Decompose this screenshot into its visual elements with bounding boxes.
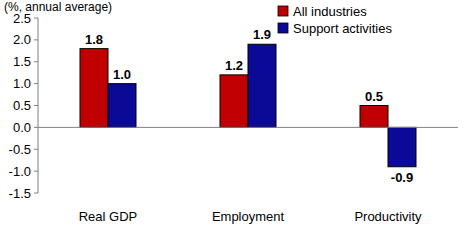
legend-swatch [278, 23, 288, 33]
y-tick [34, 127, 38, 128]
bars [80, 44, 416, 167]
chart-svg: (%, annual average)-1.5-1.0-0.50.00.51.0… [0, 0, 465, 232]
legend-swatch [278, 6, 288, 16]
bar [220, 75, 248, 128]
chart-root: (%, annual average)-1.5-1.0-0.50.00.51.0… [0, 0, 465, 232]
y-tick-label: -0.5 [9, 142, 31, 157]
y-tick-label: 0.5 [13, 98, 31, 113]
bar [388, 127, 416, 166]
y-tick-label: -1.0 [9, 164, 31, 179]
y-tick [34, 193, 38, 194]
y-tick [34, 83, 38, 84]
legend-label: Support activities [293, 21, 392, 36]
y-tick [34, 149, 38, 150]
y-tick [34, 18, 38, 19]
x-tick-label: Productivity [354, 209, 422, 224]
data-label: 1.0 [113, 67, 131, 82]
y-tick [34, 39, 38, 40]
y-tick-label: 0.0 [13, 120, 31, 135]
legend-label: All industries [293, 4, 367, 19]
data-label: 1.2 [225, 58, 243, 73]
data-label: 0.5 [365, 89, 383, 104]
bar [360, 106, 388, 128]
data-label: -0.9 [391, 170, 413, 185]
y-tick-label: 2.0 [13, 32, 31, 47]
x-tick-label: Real GDP [79, 209, 138, 224]
y-tick-label: 1.0 [13, 76, 31, 91]
y-tick-label: 2.5 [13, 11, 31, 26]
data-label: 1.9 [253, 27, 271, 42]
x-tick-label: Employment [212, 209, 285, 224]
x-axis-line [38, 127, 458, 128]
bar [248, 44, 276, 127]
y-tick [34, 61, 38, 62]
y-tick-label: 1.5 [13, 54, 31, 69]
data-label: 1.8 [85, 32, 103, 47]
bar [80, 49, 108, 128]
y-tick-label: -1.5 [9, 186, 31, 201]
y-tick [34, 171, 38, 172]
y-tick [34, 105, 38, 106]
bar [108, 84, 136, 128]
